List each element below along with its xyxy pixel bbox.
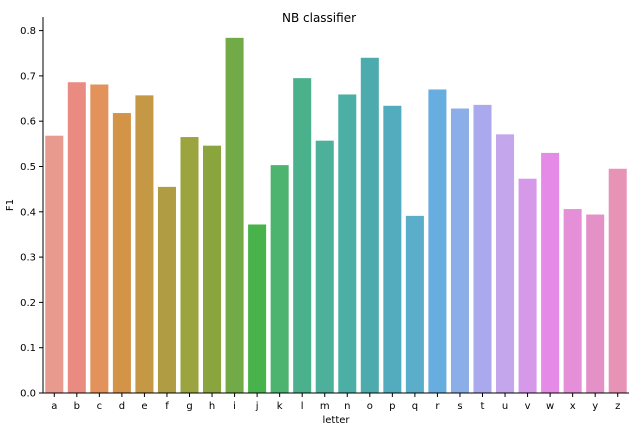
- x-tick-label: u: [502, 401, 508, 412]
- x-tick-label: c: [97, 401, 103, 412]
- x-tick-label: s: [457, 401, 462, 412]
- x-tick-label: a: [51, 401, 57, 412]
- y-tick-label: 0.6: [20, 117, 36, 128]
- bar-x: [563, 209, 582, 393]
- bar-h: [203, 145, 222, 393]
- chart-title: NB classifier: [282, 11, 356, 25]
- bar-q: [405, 215, 424, 393]
- y-axis-label: F1: [5, 199, 16, 211]
- bar-l: [293, 78, 312, 393]
- x-tick-label: v: [525, 401, 531, 412]
- x-tick-label: x: [570, 401, 576, 412]
- y-axis: 0.0 0.1 0.2 0.3 0.4 0.5 0.6 0.7 0.8: [20, 17, 44, 400]
- x-tick-label: d: [119, 401, 125, 412]
- x-tick-label: m: [320, 401, 330, 412]
- y-tick-label: 0.3: [20, 253, 36, 264]
- bar-j: [248, 224, 267, 393]
- x-tick-label: n: [344, 401, 350, 412]
- y-tick-label: 0.0: [20, 389, 36, 400]
- bar-d: [112, 113, 131, 393]
- y-tick-label: 0.4: [20, 207, 36, 218]
- y-tick-label: 0.1: [20, 343, 36, 354]
- bar-v: [518, 178, 537, 393]
- bar-f: [157, 186, 176, 393]
- x-tick-label: y: [592, 401, 598, 412]
- bar-w: [541, 152, 560, 393]
- bar-z: [608, 168, 627, 393]
- bar-y: [586, 214, 605, 393]
- x-tick-label: w: [546, 401, 554, 412]
- bar-t: [473, 104, 492, 393]
- y-tick-label: 0.7: [20, 71, 36, 82]
- y-tick-label: 0.8: [20, 26, 36, 37]
- bar-e: [135, 95, 154, 394]
- x-tick-label: z: [615, 401, 620, 412]
- bars-group: [45, 37, 627, 394]
- x-tick-label: o: [367, 401, 373, 412]
- bar-p: [383, 105, 402, 393]
- x-tick-label: j: [255, 401, 259, 412]
- x-tick-label: t: [481, 401, 485, 412]
- bar-o: [360, 57, 379, 394]
- bar-s: [450, 108, 469, 393]
- bar-g: [180, 137, 199, 393]
- x-tick-label: k: [277, 401, 283, 412]
- x-axis-label: letter: [322, 415, 350, 426]
- bar-a: [45, 135, 64, 393]
- bar-n: [338, 94, 357, 393]
- x-tick-label: g: [186, 401, 192, 412]
- x-tick-label: p: [389, 401, 395, 412]
- bar-k: [270, 165, 289, 393]
- x-axis: a b c d e f g h i j k l m n o p q r s t u v w x y z: [43, 392, 629, 412]
- bar-c: [90, 84, 109, 393]
- x-tick-label: l: [301, 401, 304, 412]
- x-tick-label: f: [165, 401, 169, 412]
- x-tick-label: h: [209, 401, 215, 412]
- x-tick-label: e: [141, 401, 147, 412]
- y-tick-label: 0.2: [20, 298, 36, 309]
- x-tick-label: q: [412, 401, 418, 412]
- x-tick-label: b: [74, 401, 80, 412]
- bar-b: [67, 82, 86, 393]
- bar-u: [496, 134, 515, 393]
- x-tick-label: i: [233, 401, 236, 412]
- y-tick-label: 0.5: [20, 162, 36, 173]
- bar-r: [428, 89, 447, 393]
- bar-m: [315, 140, 334, 393]
- bar-i: [225, 37, 244, 394]
- x-tick-label: r: [435, 401, 440, 412]
